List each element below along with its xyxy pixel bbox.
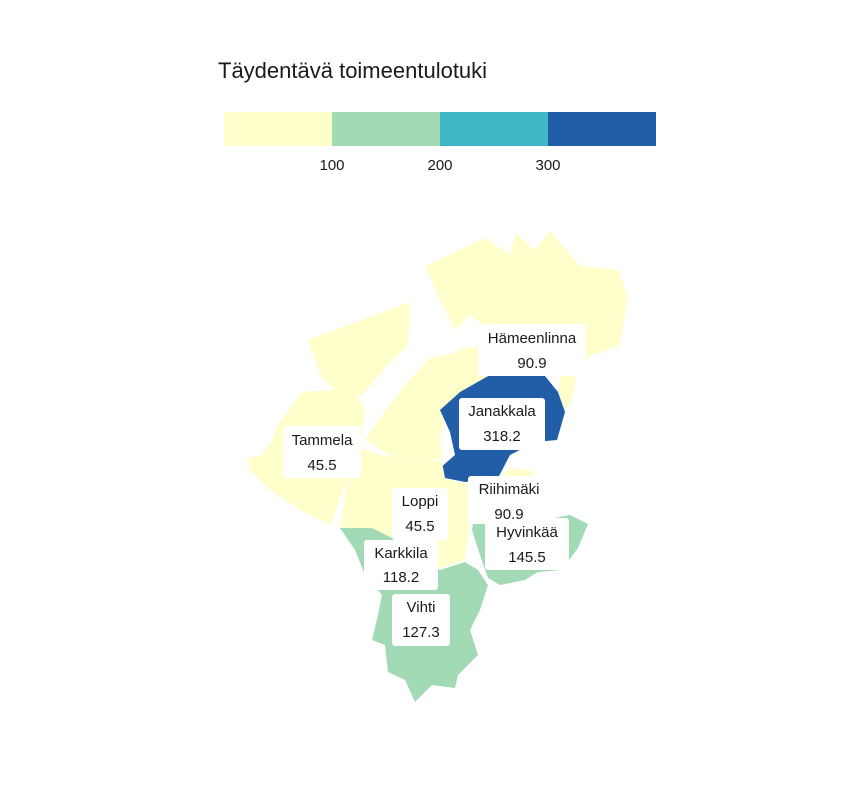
label-value-loppi: 45.5 <box>405 518 434 535</box>
label-name-janakkala: Janakkala <box>468 403 536 420</box>
legend-swatch-4 <box>548 112 656 146</box>
label-value-riihimaki: 90.9 <box>494 506 523 523</box>
region-hameenlinna-east[interactable] <box>558 375 576 410</box>
label-value-tammela: 45.5 <box>307 457 336 474</box>
label-name-hameenlinna: Hämeenlinna <box>488 330 577 347</box>
label-loppi: Loppi 45.5 <box>392 488 448 540</box>
label-name-vihti: Vihti <box>407 599 436 616</box>
label-riihimaki: Riihimäki 90.9 <box>468 476 550 524</box>
region-tammela-north[interactable] <box>308 302 410 395</box>
legend-swatch-1 <box>224 112 332 146</box>
region-hameenlinna-west[interactable] <box>365 352 472 460</box>
legend-swatch-3 <box>440 112 548 146</box>
legend-title: Täydentävä toimeentulotuki <box>218 58 487 83</box>
label-value-hameenlinna: 90.9 <box>517 355 546 372</box>
label-tammela: Tammela 45.5 <box>283 426 361 478</box>
label-name-riihimaki: Riihimäki <box>479 481 540 498</box>
label-karkkila: Karkkila 118.2 <box>364 540 438 590</box>
legend-swatch-2 <box>332 112 440 146</box>
label-hameenlinna: Hämeenlinna 90.9 <box>478 324 586 376</box>
label-hyvinkaa: Hyvinkää 145.5 <box>485 518 569 570</box>
label-name-karkkila: Karkkila <box>374 545 428 562</box>
label-janakkala: Janakkala 318.2 <box>459 398 545 450</box>
label-name-hyvinkaa: Hyvinkää <box>496 524 558 541</box>
label-vihti: Vihti 127.3 <box>392 594 450 646</box>
label-value-karkkila: 118.2 <box>383 569 419 586</box>
legend: Täydentävä toimeentulotuki 100 200 300 <box>218 58 656 174</box>
label-name-tammela: Tammela <box>292 432 354 449</box>
label-value-hyvinkaa: 145.5 <box>508 549 546 566</box>
label-value-vihti: 127.3 <box>402 624 440 641</box>
legend-tick-100: 100 <box>319 157 344 174</box>
legend-tick-200: 200 <box>427 157 452 174</box>
label-value-janakkala: 318.2 <box>483 428 521 445</box>
label-name-loppi: Loppi <box>402 493 439 510</box>
labels: Hämeenlinna 90.9 Janakkala 318.2 Tammela… <box>283 324 586 646</box>
legend-tick-300: 300 <box>535 157 560 174</box>
